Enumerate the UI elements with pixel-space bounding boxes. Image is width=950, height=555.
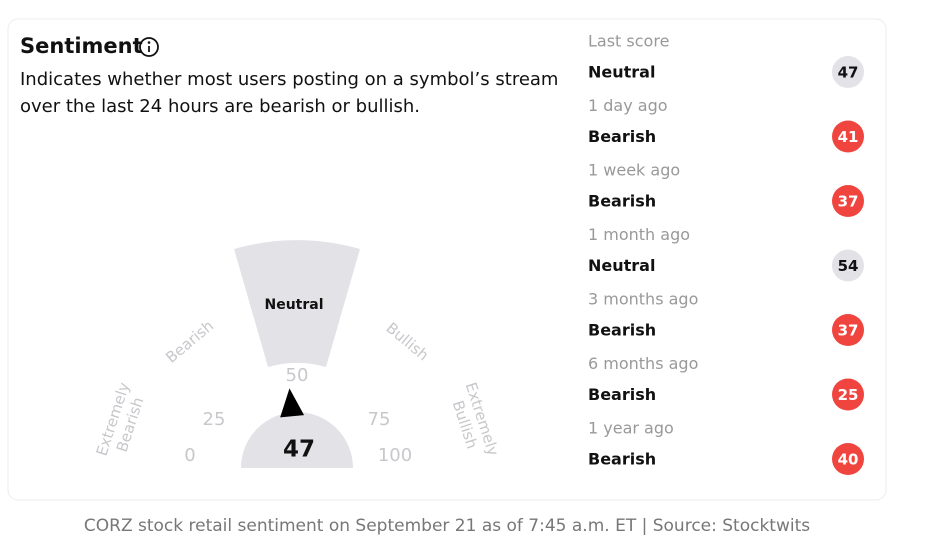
- gauge-value: 47: [283, 437, 315, 463]
- score-badge: [832, 56, 864, 88]
- tick-label: 75: [368, 409, 391, 430]
- sentiment-label: Bearish: [588, 385, 656, 404]
- sentiment-label: Bearish: [588, 192, 656, 211]
- tick-label: 0: [184, 445, 195, 466]
- score: 41: [838, 128, 859, 146]
- caption: CORZ stock retail sentiment on September…: [84, 516, 810, 536]
- zone-label: Neutral: [264, 297, 323, 313]
- info-icon[interactable]: [139, 37, 159, 57]
- sentiment-label: Bearish: [588, 450, 656, 469]
- sentiment-label: Neutral: [588, 63, 655, 82]
- tick-label: 50: [286, 365, 309, 386]
- card: [7, 18, 887, 501]
- score-badge: [832, 443, 864, 475]
- period: 1 week ago: [588, 161, 680, 180]
- score: 40: [838, 451, 859, 469]
- period: 3 months ago: [588, 290, 698, 309]
- score: 47: [838, 64, 859, 82]
- title: Sentiment: [20, 34, 143, 58]
- score: 37: [838, 193, 859, 211]
- sentiment-label: Bearish: [588, 127, 656, 146]
- period: 1 month ago: [588, 225, 690, 244]
- score-badge: [832, 120, 864, 153]
- sentiment-label: Neutral: [588, 256, 655, 275]
- period: Last score: [588, 32, 669, 51]
- period: 1 day ago: [588, 96, 668, 115]
- score: 25: [838, 386, 859, 404]
- period: 1 year ago: [588, 419, 674, 438]
- score: 37: [838, 322, 859, 340]
- score-badge: [832, 314, 864, 346]
- sentiment-label: Bearish: [588, 321, 656, 340]
- score-badge: [832, 185, 864, 217]
- score: 54: [838, 257, 859, 275]
- period: 6 months ago: [588, 354, 698, 373]
- score-badge: [832, 249, 864, 282]
- description: over the last 24 hours are bearish or bu…: [20, 96, 420, 117]
- neutral-sector: [234, 240, 360, 367]
- score-badge: [832, 378, 864, 411]
- tick-label: 100: [378, 445, 412, 466]
- tick-label: 25: [203, 409, 226, 430]
- description: Indicates whether most users posting on …: [20, 69, 558, 90]
- needle: [280, 388, 305, 418]
- gauge-hub: [241, 412, 353, 468]
